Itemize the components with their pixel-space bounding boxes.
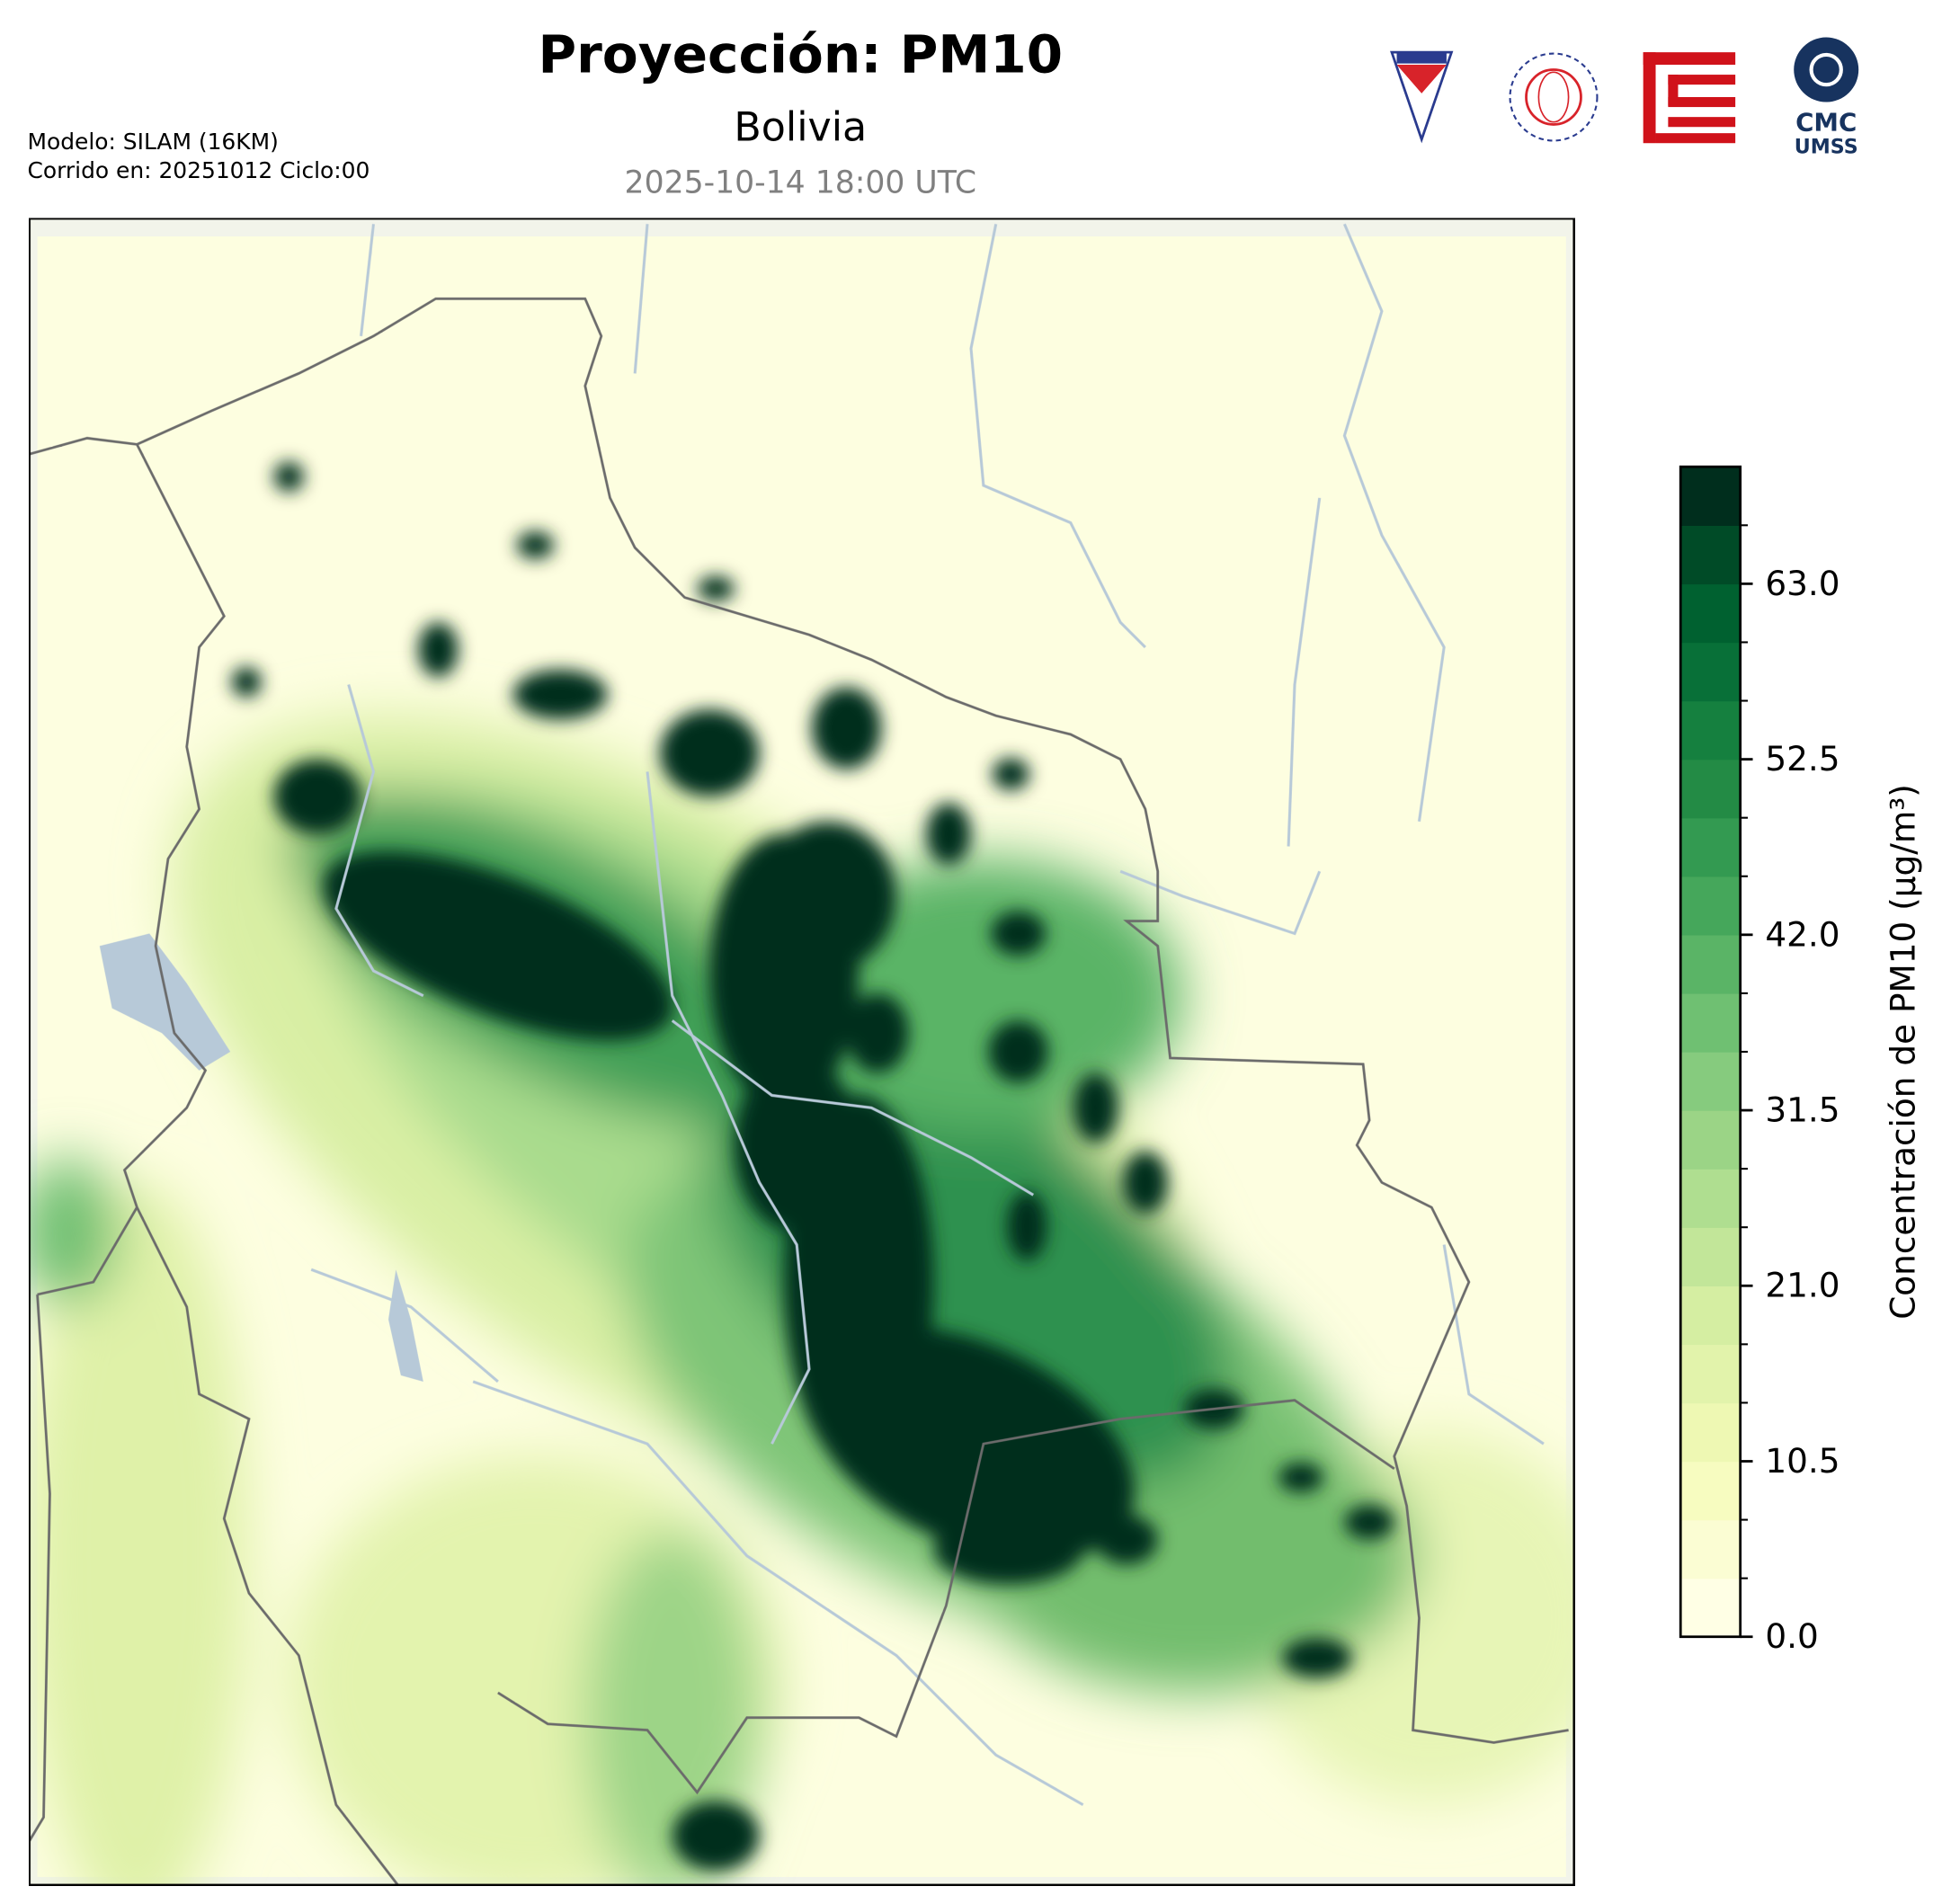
colorbar-label: Concentración de PM10 (µg/m³) [1884,784,1923,1320]
colorbar-band [1680,1227,1741,1286]
logo-fisica [1509,52,1599,142]
title: Proyección: PM10 [538,23,1063,85]
model-info: Corrido en: 20251012 Ciclo:00 [27,157,370,183]
map [28,218,1575,1886]
date: 2025-10-14 18:00 UTC [625,165,977,201]
logo-text: CMC [1795,107,1857,137]
logo-cmc: CMC UMSS [1794,37,1859,158]
colorbar-band [1680,759,1741,819]
tick-label: 0.0 [1765,1616,1818,1656]
colorbar-band [1680,583,1741,644]
tick-label: 42.0 [1765,914,1840,954]
logo-umss [1390,50,1454,144]
colorbar-band [1680,525,1741,585]
model-info: Modelo: SILAM (16KM) [27,129,278,155]
tick-label: 63.0 [1765,564,1840,603]
colorbar-band [1680,817,1741,877]
colorbar-band [1680,934,1741,994]
tick-label: 21.0 [1765,1266,1840,1305]
colorbar-frame [1679,465,1742,1639]
colorbar-band [1680,1051,1741,1111]
colorbar-band [1680,1286,1741,1346]
colorbar-band [1680,1110,1741,1170]
colorbar-band [1680,1169,1741,1228]
colorbar-band [1680,1519,1741,1579]
colorbar-band [1680,1344,1741,1404]
tick-label: 31.5 [1765,1090,1840,1130]
tick-label: 10.5 [1765,1441,1840,1481]
colorbar: 0.0 10.5 21.0 31.5 42.0 52.5 63.0 Concentración… [1679,465,1923,1656]
colorbar-band [1680,1578,1741,1638]
colorbar-band [1680,467,1741,526]
colorbar-band [1680,1461,1741,1521]
colorbar-band [1680,642,1741,702]
colorbar-band [1680,700,1741,761]
logo-maze [1643,52,1736,144]
subtitle: Bolivia [734,104,867,150]
tick-label: 52.5 [1765,739,1840,779]
logo-text: UMSS [1795,135,1858,158]
colorbar-band [1680,876,1741,936]
colorbar-band [1680,992,1741,1053]
colorbar-band [1680,1402,1741,1463]
